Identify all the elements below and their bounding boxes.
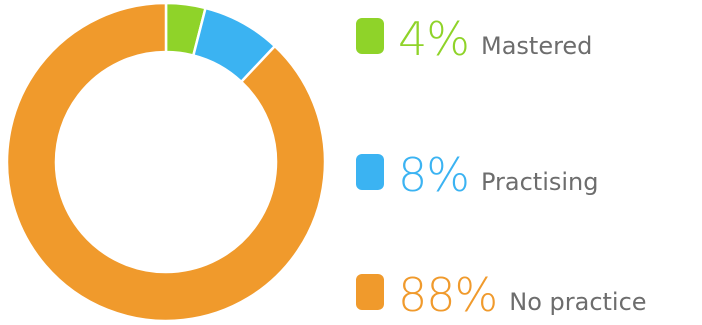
legend-percent-practising: 8% xyxy=(398,148,470,202)
donut-chart xyxy=(5,1,327,323)
legend-swatch-mastered xyxy=(356,18,384,54)
legend-item-mastered: 4% Mastered xyxy=(356,2,592,62)
legend-percent-no-practice: 88% xyxy=(398,268,498,322)
legend-label-no-practice: No practice xyxy=(509,288,647,316)
legend-label-mastered: Mastered xyxy=(480,32,593,60)
legend-percent-mastered: 4% xyxy=(398,12,470,66)
donut-slice-no-practice xyxy=(5,1,327,323)
legend-item-no-practice: 88% No practice xyxy=(356,258,647,318)
legend-label-practising: Practising xyxy=(480,168,599,196)
legend-swatch-practising xyxy=(356,154,384,190)
legend-swatch-no-practice xyxy=(356,274,384,310)
legend-item-practising: 8% Practising xyxy=(356,138,599,198)
